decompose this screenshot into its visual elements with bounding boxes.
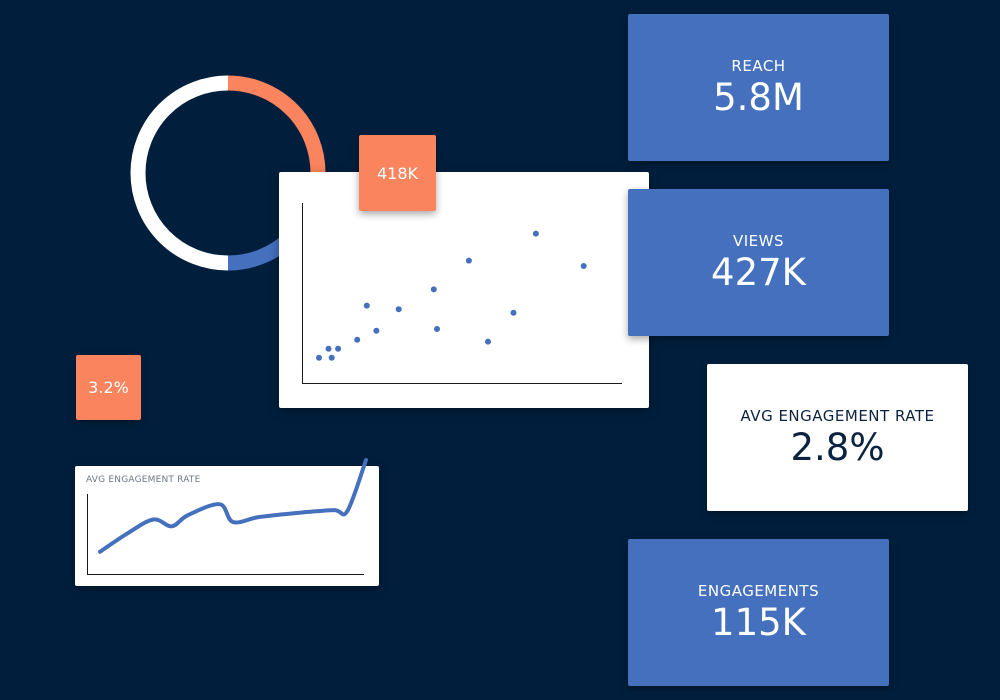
scatter-point [335,345,342,352]
scatter-chart [302,203,622,384]
kpi-views-value: 427K [711,251,806,295]
scatter-point [485,338,491,345]
kpi-engagements: ENGAGEMENTS 115K [628,539,889,686]
kpi-avg-engagement-label: AVG ENGAGEMENT RATE [740,407,935,426]
scatter-value-text: 418K [376,163,419,183]
scatter-point [363,302,370,309]
scatter-point [325,345,332,352]
kpi-views-label: VIEWS [732,232,784,251]
rate-value-text: 3.2% [88,378,129,397]
donut-slice-0 [227,75,326,174]
donut-slice-2 [130,75,229,271]
scatter-point [395,306,402,313]
kpi-avg-engagement: AVG ENGAGEMENT RATE 2.8% [707,364,968,511]
scatter-point [580,263,587,269]
scatter-point [434,326,440,332]
kpi-avg-engagement-value: 2.8% [790,426,885,470]
line-card: AVG ENGAGEMENT RATE [75,466,379,586]
kpi-reach: REACH 5.8M [628,14,889,161]
scatter-point [532,230,539,237]
scatter-point [510,309,517,316]
scatter-point [373,327,380,334]
kpi-engagements-label: ENGAGEMENTS [697,582,820,601]
kpi-reach-label: REACH [731,57,786,76]
rate-value-tag: 3.2% [76,355,141,420]
scatter-point [354,336,361,343]
kpi-reach-value: 5.8M [713,76,804,120]
line-chart-axes [87,494,364,575]
scatter-card [279,172,649,408]
scatter-value-tag: 418K [359,135,436,211]
kpi-views: VIEWS 427K [628,189,889,336]
scatter-point [328,354,335,361]
kpi-engagements-value: 115K [711,601,806,645]
scatter-point [465,257,472,264]
scatter-point [316,354,322,361]
scatter-point [430,286,437,293]
